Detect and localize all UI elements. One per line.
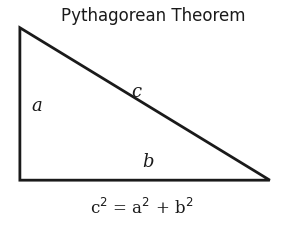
Text: Pythagorean Theorem: Pythagorean Theorem (61, 7, 246, 25)
Text: a: a (32, 97, 42, 115)
Polygon shape (20, 28, 270, 180)
Text: b: b (142, 153, 153, 171)
Text: c: c (131, 83, 141, 101)
Text: c$^2$ = a$^2$ + b$^2$: c$^2$ = a$^2$ + b$^2$ (90, 198, 194, 218)
